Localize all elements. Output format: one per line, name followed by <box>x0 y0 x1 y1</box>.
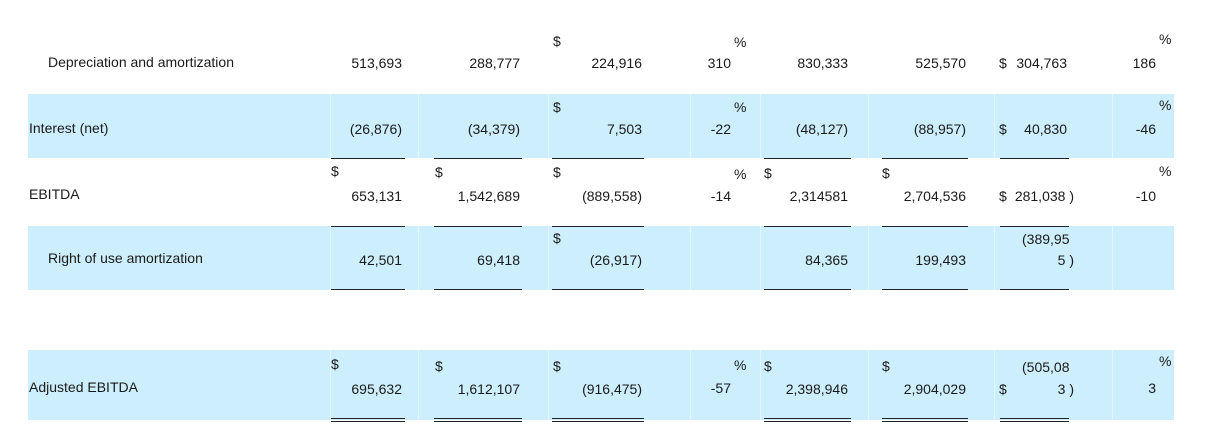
cell-col3: (916,475) <box>582 381 642 397</box>
currency-symbol: $ <box>435 164 443 180</box>
percent-symbol: % <box>1159 163 1172 179</box>
percent-symbol: % <box>734 34 747 50</box>
cell-col5: 2,398,946 <box>785 381 848 397</box>
cell-pct: 310 <box>707 55 731 71</box>
currency-symbol: $ <box>764 358 772 374</box>
currency-symbol: $ <box>553 230 561 246</box>
row-label: Adjusted EBITDA <box>29 379 138 395</box>
cell-col6: 2,904,029 <box>903 381 966 397</box>
cell-col1: 42,501 <box>359 252 402 268</box>
cell-col1: 653,131 <box>351 188 402 204</box>
cell-col7-line1: (389,95 <box>1022 231 1070 247</box>
cell-col2: 1,542,689 <box>457 188 520 204</box>
currency-symbol: $ <box>882 358 890 374</box>
cell-pct: -57 <box>710 380 731 396</box>
cell-col7: 281,038 ) <box>1014 188 1074 204</box>
row-label: EBITDA <box>29 186 80 202</box>
row-band-rou <box>28 226 1174 290</box>
cell-col7-line2: 5 ) <box>1057 252 1074 268</box>
row-label: Right of use amortization <box>48 250 203 266</box>
row-band-interest <box>28 94 1174 158</box>
percent-symbol: % <box>734 166 747 182</box>
cell-col2: 288,777 <box>469 55 520 71</box>
cell-col2: (34,379) <box>467 121 520 137</box>
currency-symbol: $ <box>553 164 561 180</box>
cell-col6: 2,704,536 <box>903 188 966 204</box>
cell-pct: -22 <box>710 121 731 137</box>
cell-col5: 2,314581 <box>789 188 848 204</box>
row-band-adjusted <box>28 350 1174 420</box>
cell-col7: 40,830 <box>1024 121 1067 137</box>
currency-symbol: $ <box>331 356 339 372</box>
cell-col6: (88,957) <box>913 121 966 137</box>
cell-pct2: 3 <box>1148 380 1156 396</box>
cell-col5: 84,365 <box>805 252 848 268</box>
percent-symbol: % <box>1159 97 1172 113</box>
currency-symbol: $ <box>553 358 561 374</box>
cell-col6: 199,493 <box>915 252 966 268</box>
currency-symbol: $ <box>553 33 561 49</box>
cell-col7: 304,763 <box>1016 55 1067 71</box>
row-label: Interest (net) <box>29 120 109 136</box>
cell-col5: (48,127) <box>795 121 848 137</box>
currency-symbol: $ <box>331 163 339 179</box>
cell-col3: (889,558) <box>582 188 642 204</box>
currency-symbol: $ <box>764 165 772 181</box>
percent-symbol: % <box>734 357 747 373</box>
cell-pct2: -10 <box>1135 188 1156 204</box>
cell-col7-line2: 3 ) <box>1057 381 1074 397</box>
cell-col3: 7,503 <box>606 121 642 137</box>
cell-col2: 1,612,107 <box>457 381 520 397</box>
cell-pct2: 186 <box>1132 55 1156 71</box>
cell-col1: (26,876) <box>349 121 402 137</box>
cell-col3: 224,916 <box>591 55 642 71</box>
percent-symbol: % <box>1159 31 1172 47</box>
cell-col2: 69,418 <box>477 252 520 268</box>
cell-col5: 830,333 <box>797 55 848 71</box>
cell-col7-line1: (505,08 <box>1022 359 1070 375</box>
percent-symbol: % <box>1159 353 1172 369</box>
currency-symbol: $ <box>999 55 1007 71</box>
currency-symbol: $ <box>553 99 561 115</box>
percent-symbol: % <box>734 99 747 115</box>
cell-col1: 513,693 <box>351 55 402 71</box>
currency-symbol: $ <box>999 121 1007 137</box>
cell-col1: 695,632 <box>351 381 402 397</box>
currency-symbol: $ <box>435 358 443 374</box>
row-label: Depreciation and amortization <box>48 54 234 70</box>
cell-pct2: -46 <box>1135 121 1156 137</box>
currency-symbol: $ <box>882 165 890 181</box>
currency-symbol: $ <box>999 381 1007 397</box>
cell-col6: 525,570 <box>915 55 966 71</box>
cell-pct: -14 <box>710 188 731 204</box>
currency-symbol: $ <box>999 188 1007 204</box>
cell-col3: (26,917) <box>589 252 642 268</box>
